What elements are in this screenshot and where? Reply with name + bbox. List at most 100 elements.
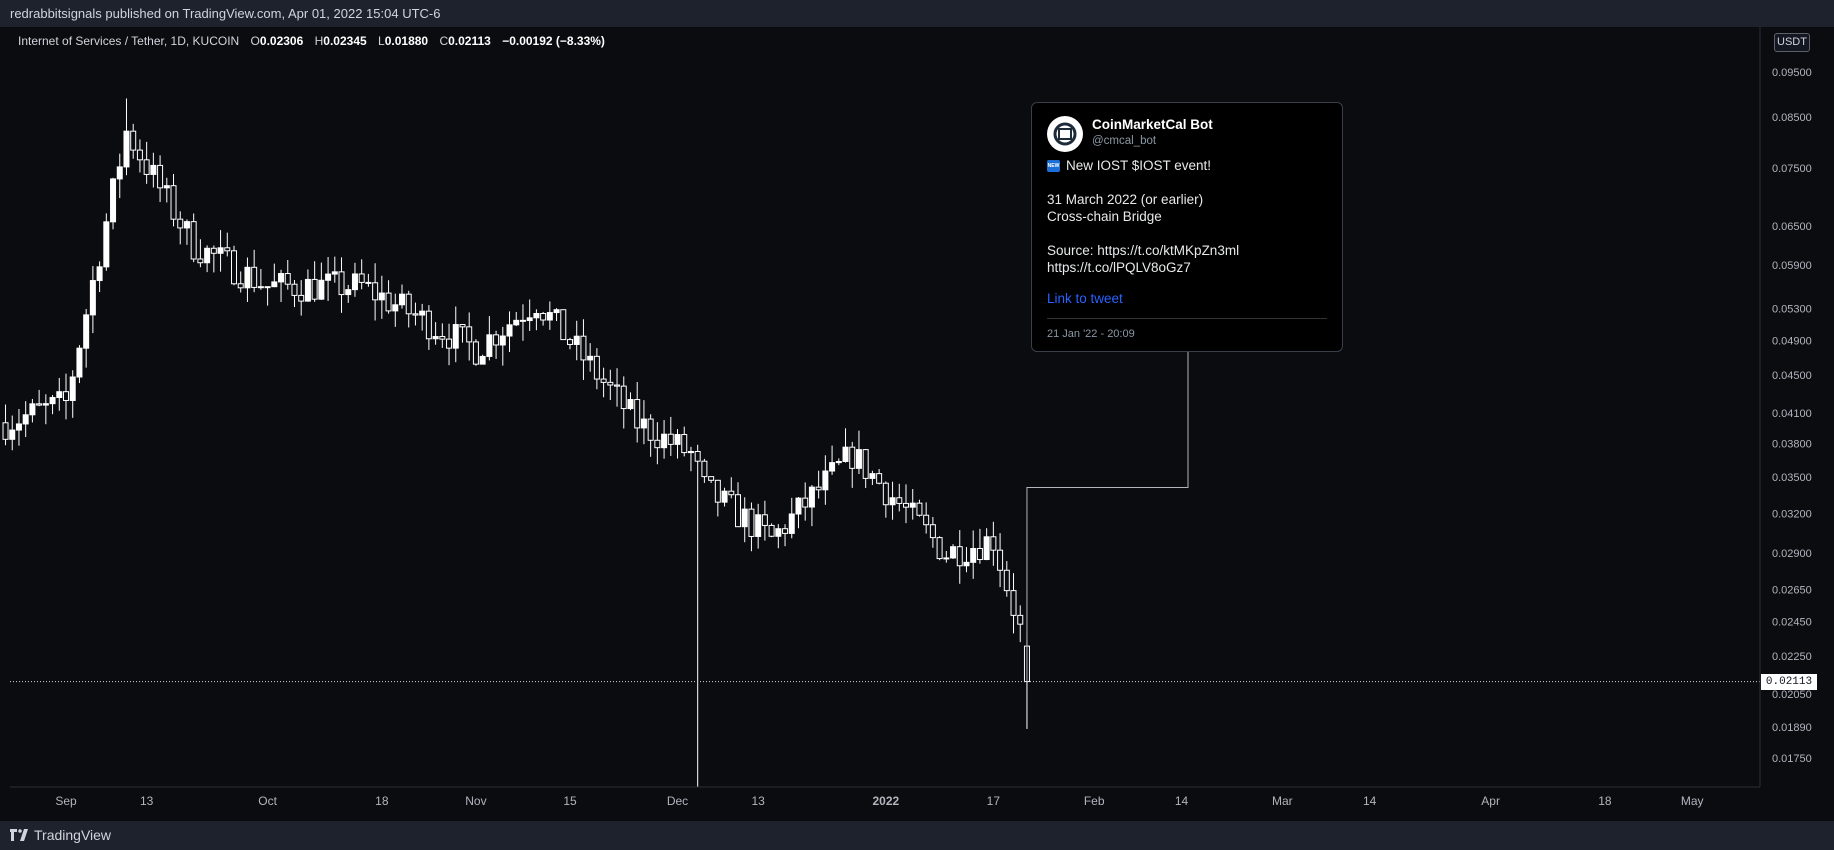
candle-body [372, 282, 379, 301]
candle-body [378, 292, 385, 301]
candle-body [708, 476, 715, 481]
candle-body [627, 399, 634, 410]
tweet-source: Source: https://t.co/ktMKpZn3ml https://… [1047, 243, 1240, 275]
candle-body [365, 281, 372, 284]
price-chart[interactable]: 0.09500 0.08500 0.07500 0.06500 0.05900 0.053… [0, 27, 1834, 821]
candle-body [667, 433, 674, 445]
candle-body [970, 548, 977, 563]
candle-body [2, 422, 9, 440]
open-label: O [250, 34, 260, 48]
symbol-legend[interactable]: Internet of Services / Tether, 1D, KUCOI… [18, 34, 605, 48]
candle-body [9, 429, 16, 440]
tweet-divider [1047, 318, 1327, 319]
candle-body [620, 385, 627, 410]
candle-body [392, 304, 399, 312]
price-tick-label: 0.02650 [1772, 585, 1812, 597]
candle-body [976, 548, 983, 561]
candle-body [49, 397, 56, 405]
candle-body [795, 497, 802, 515]
candle-body [452, 324, 459, 349]
candle-body [849, 446, 856, 469]
candle-body [580, 335, 587, 361]
time-tick-label: 18 [1598, 794, 1612, 808]
candle-body [808, 486, 815, 508]
candle-body [546, 312, 553, 321]
candle-body [842, 446, 849, 462]
candle-body [560, 309, 567, 341]
tweet-date: 21 Jan '22 - 20:09 [1047, 328, 1135, 340]
candle-body [889, 497, 896, 506]
candle-body [345, 289, 352, 296]
candle-body [909, 502, 916, 508]
candle-body [136, 149, 143, 161]
candle-body [224, 247, 231, 252]
candle-body [1003, 569, 1010, 592]
candle-body [479, 355, 486, 365]
time-tick-label: Dec [667, 794, 688, 808]
candle-body [338, 271, 345, 296]
candle-body [640, 418, 647, 429]
price-tick-label: 0.01750 [1772, 753, 1812, 765]
price-tick-label: 0.03800 [1772, 439, 1812, 451]
candle-body [513, 319, 520, 326]
candle-body [963, 561, 970, 567]
high-label: H [314, 34, 324, 48]
candle-body [755, 514, 762, 537]
candle-body [130, 130, 137, 151]
candle-body [439, 336, 446, 340]
candle-body [76, 347, 83, 378]
price-tick-label: 0.02900 [1772, 548, 1812, 560]
price-tick-label: 0.02250 [1772, 651, 1812, 663]
candle-body [291, 283, 298, 296]
candle-body [96, 266, 103, 282]
candle-body [331, 271, 338, 275]
candle-body [116, 166, 123, 180]
chart-container[interactable]: 0.09500 0.08500 0.07500 0.06500 0.05900 0.053… [0, 27, 1834, 821]
candle-body [466, 326, 473, 343]
candle-body [325, 273, 332, 281]
candle-body [237, 283, 244, 289]
candle-body [42, 403, 49, 406]
chart-background [0, 27, 1834, 821]
time-axis-labels: Sep 13 Oct 18 Nov 15 Dec 13 2022 17 Feb 14 Mar 14 Apr 1… [55, 794, 1703, 808]
candle-body [217, 247, 224, 254]
time-tick-label: Mar [1272, 794, 1293, 808]
candle-body [607, 381, 614, 386]
time-tick-label: Sep [55, 794, 77, 808]
candle-body [278, 273, 285, 283]
price-tick-label: 0.02050 [1772, 689, 1812, 701]
candle-body [822, 470, 829, 491]
open-value: 0.02306 [259, 34, 304, 48]
tradingview-brand: TradingView [34, 827, 112, 843]
candle-body [553, 309, 560, 314]
tweet-card[interactable]: CoinMarketCal Bot @cmcal_bot NEW New IOS… [1031, 102, 1343, 352]
high-value: 0.02345 [323, 34, 367, 48]
candle-body [936, 537, 943, 560]
candle-body [802, 497, 809, 508]
price-tick-label: 0.04900 [1772, 335, 1812, 347]
candle-body [540, 313, 547, 321]
candle-body [472, 341, 479, 365]
candle-body [573, 335, 580, 345]
link-to-tweet[interactable]: Link to tweet [1047, 291, 1123, 306]
candle-body [869, 473, 876, 479]
currency-unit-button[interactable]: USDT [1774, 33, 1810, 52]
candle-body [748, 508, 755, 537]
candle-body [916, 502, 923, 516]
time-tick-label: Nov [465, 794, 486, 808]
candle-body [761, 514, 768, 526]
candle-body [29, 403, 36, 416]
close-value: 0.02113 [448, 34, 491, 48]
candle-body [661, 433, 668, 449]
candle-body [56, 391, 63, 399]
price-tick-label: 0.06500 [1772, 221, 1812, 233]
candle-bodies [2, 130, 1030, 683]
close-label: C [439, 34, 449, 48]
current-price-tag: 0.02113 [1761, 674, 1817, 690]
candle-body [358, 273, 365, 283]
candle-body [950, 546, 957, 559]
candle-body [1010, 590, 1017, 616]
candle-body [768, 524, 775, 537]
candle-body [835, 460, 842, 464]
tradingview-logo[interactable]: TradingView [10, 827, 111, 843]
